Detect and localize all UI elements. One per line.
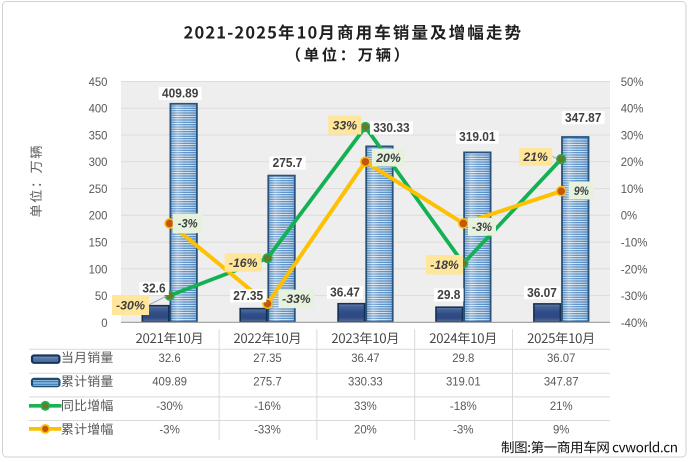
svg-text:10%: 10% [621, 182, 644, 196]
svg-text:100: 100 [89, 262, 108, 276]
svg-text:-33%: -33% [254, 423, 281, 437]
svg-text:-16%: -16% [229, 256, 258, 270]
svg-text:-3%: -3% [178, 217, 198, 231]
svg-text:27.35: 27.35 [253, 351, 281, 365]
svg-text:319.01: 319.01 [459, 129, 495, 144]
svg-text:347.87: 347.87 [565, 110, 601, 125]
svg-text:33%: 33% [354, 399, 377, 413]
svg-text:330.33: 330.33 [373, 120, 409, 135]
svg-text:40%: 40% [621, 102, 644, 116]
svg-text:36.47: 36.47 [330, 285, 360, 300]
svg-text:-30%: -30% [156, 399, 183, 413]
svg-text:50: 50 [95, 289, 108, 303]
svg-text:-30%: -30% [621, 289, 648, 303]
svg-text:21%: 21% [550, 399, 573, 413]
svg-text:347.87: 347.87 [544, 375, 579, 389]
svg-text:-40%: -40% [621, 316, 648, 330]
svg-text:36.07: 36.07 [527, 285, 557, 300]
svg-text:-3%: -3% [453, 423, 474, 437]
svg-text:9%: 9% [553, 423, 569, 437]
svg-text:30%: 30% [621, 128, 644, 142]
svg-text:400: 400 [89, 102, 108, 116]
svg-text:29.8: 29.8 [437, 287, 460, 302]
svg-text:36.07: 36.07 [547, 351, 575, 365]
svg-text:250: 250 [89, 182, 108, 196]
svg-text:150: 150 [89, 236, 108, 250]
svg-text:-20%: -20% [621, 262, 648, 276]
svg-text:50%: 50% [621, 75, 644, 89]
svg-text:409.89: 409.89 [162, 86, 198, 101]
svg-text:20%: 20% [621, 155, 644, 169]
svg-text:-30%: -30% [116, 298, 146, 312]
svg-text:-33%: -33% [282, 292, 311, 306]
svg-text:0%: 0% [621, 209, 637, 223]
svg-text:275.7: 275.7 [273, 155, 303, 170]
svg-text:-16%: -16% [254, 399, 281, 413]
svg-text:33%: 33% [333, 118, 358, 132]
svg-text:275.7: 275.7 [253, 375, 281, 389]
svg-text:350: 350 [89, 128, 108, 142]
svg-text:29.8: 29.8 [452, 351, 474, 365]
svg-text:-3%: -3% [159, 423, 180, 437]
svg-text:27.35: 27.35 [233, 288, 263, 303]
svg-text:32.6: 32.6 [142, 281, 165, 296]
svg-text:20%: 20% [375, 151, 401, 165]
svg-text:319.01: 319.01 [446, 375, 481, 389]
svg-text:450: 450 [89, 75, 108, 89]
svg-text:20%: 20% [354, 423, 377, 437]
svg-text:300: 300 [89, 155, 108, 169]
svg-text:-3%: -3% [472, 220, 492, 234]
svg-text:9%: 9% [574, 184, 589, 198]
svg-text:0: 0 [101, 316, 107, 330]
svg-text:-18%: -18% [430, 258, 459, 272]
svg-text:36.47: 36.47 [351, 351, 379, 365]
svg-text:409.89: 409.89 [152, 375, 187, 389]
svg-text:200: 200 [89, 209, 108, 223]
svg-text:330.33: 330.33 [348, 375, 383, 389]
svg-text:21%: 21% [522, 150, 548, 164]
svg-text:32.6: 32.6 [159, 351, 181, 365]
svg-text:-10%: -10% [621, 236, 648, 250]
svg-text:-18%: -18% [450, 399, 477, 413]
